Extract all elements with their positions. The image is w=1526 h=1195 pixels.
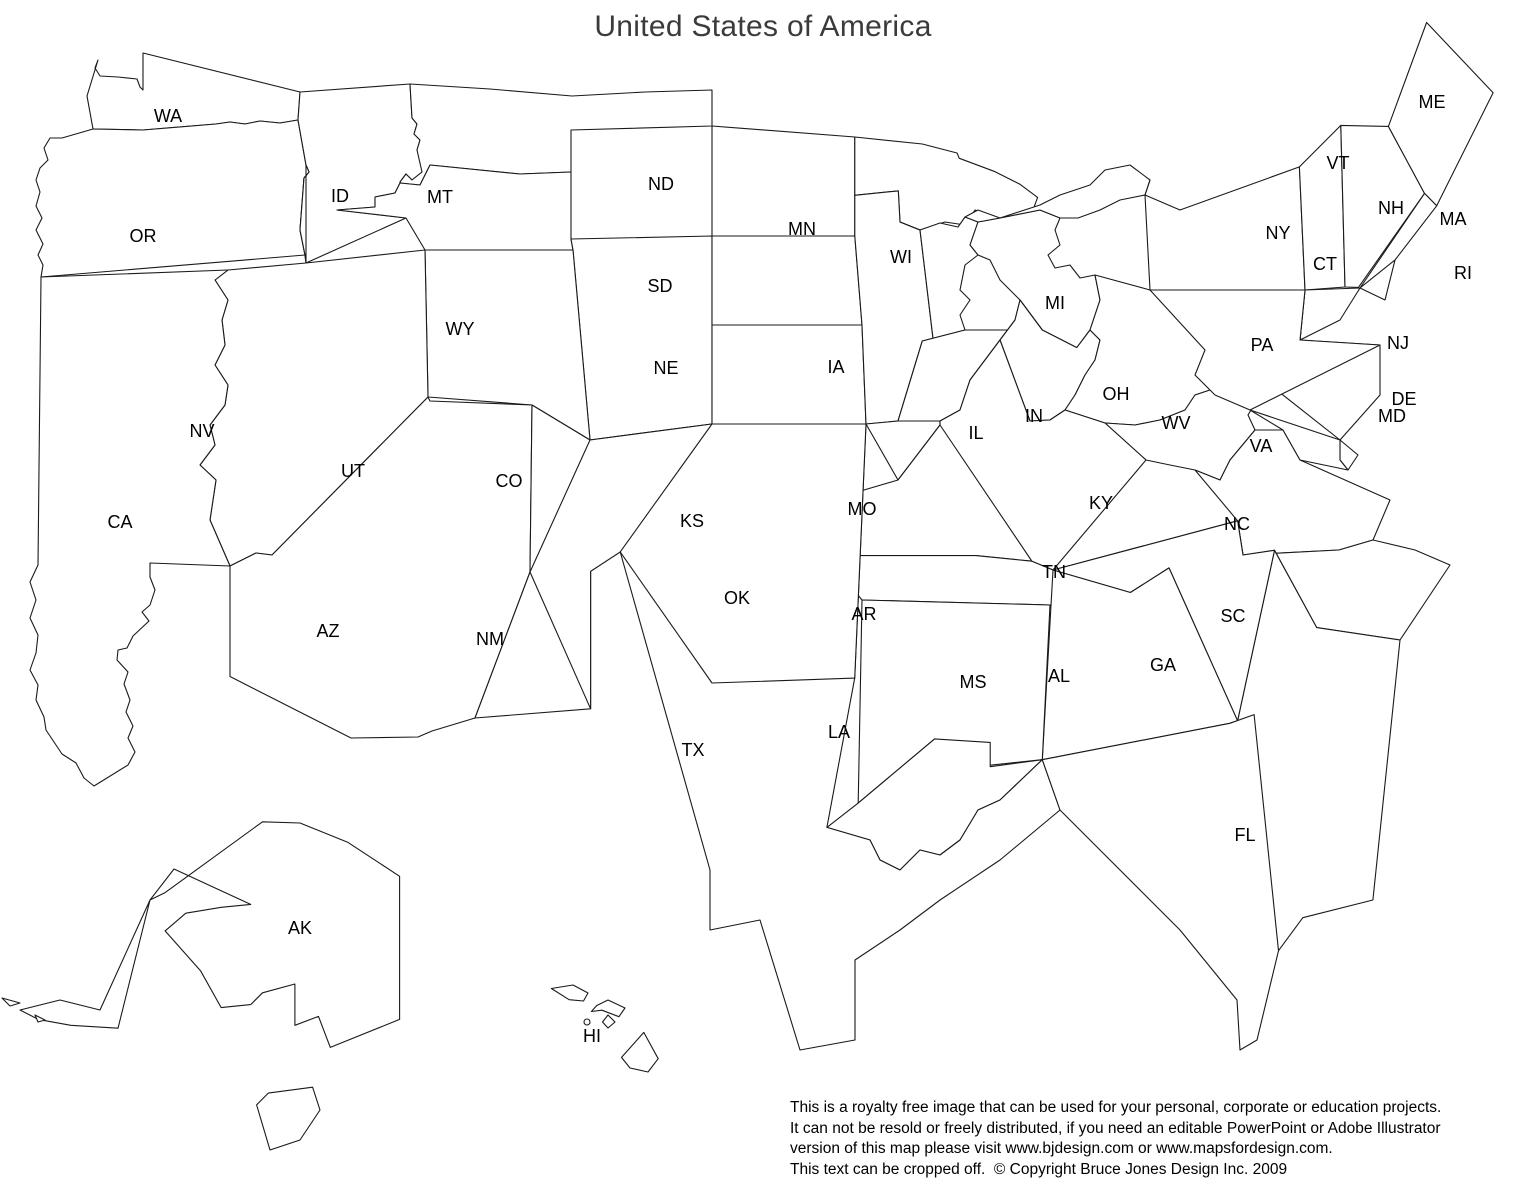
svg-text:NC: NC [1224,514,1250,534]
svg-text:AK: AK [288,918,312,938]
svg-text:GA: GA [1150,655,1176,675]
svg-text:TX: TX [681,740,704,760]
svg-text:UT: UT [341,461,365,481]
svg-text:NY: NY [1265,223,1290,243]
svg-text:MT: MT [427,187,453,207]
svg-text:CA: CA [107,512,132,532]
svg-text:NH: NH [1378,198,1404,218]
svg-text:LA: LA [828,722,850,742]
svg-text:MN: MN [788,219,816,239]
svg-text:SD: SD [647,276,672,296]
svg-text:AL: AL [1048,666,1070,686]
svg-text:IN: IN [1025,406,1043,426]
svg-text:SC: SC [1220,606,1245,626]
svg-text:IA: IA [827,357,844,377]
svg-text:AZ: AZ [316,621,339,641]
svg-text:PA: PA [1251,335,1274,355]
svg-text:VA: VA [1250,436,1273,456]
svg-text:OR: OR [130,226,157,246]
svg-text:WI: WI [890,247,912,267]
svg-text:KY: KY [1089,493,1113,513]
svg-text:MS: MS [960,672,987,692]
svg-text:CT: CT [1313,254,1337,274]
svg-text:AR: AR [851,604,876,624]
svg-text:MI: MI [1045,293,1065,313]
svg-text:CO: CO [496,471,523,491]
svg-text:NM: NM [476,629,504,649]
svg-text:ND: ND [648,174,674,194]
svg-text:VT: VT [1326,153,1349,173]
svg-text:NE: NE [653,358,678,378]
svg-text:MA: MA [1440,209,1467,229]
svg-text:MD: MD [1378,406,1406,426]
svg-text:TN: TN [1042,562,1066,582]
svg-text:NJ: NJ [1387,333,1409,353]
svg-text:WV: WV [1162,413,1191,433]
svg-text:RI: RI [1454,263,1472,283]
svg-text:ID: ID [331,186,349,206]
svg-text:WY: WY [446,319,475,339]
svg-text:MO: MO [848,499,877,519]
svg-text:IL: IL [968,423,983,443]
svg-text:FL: FL [1234,825,1255,845]
svg-text:HI: HI [583,1026,601,1046]
svg-text:KS: KS [680,511,704,531]
svg-text:NV: NV [189,421,214,441]
svg-text:WA: WA [154,106,182,126]
svg-text:OH: OH [1103,384,1130,404]
svg-text:ME: ME [1419,92,1446,112]
svg-text:OK: OK [724,588,750,608]
